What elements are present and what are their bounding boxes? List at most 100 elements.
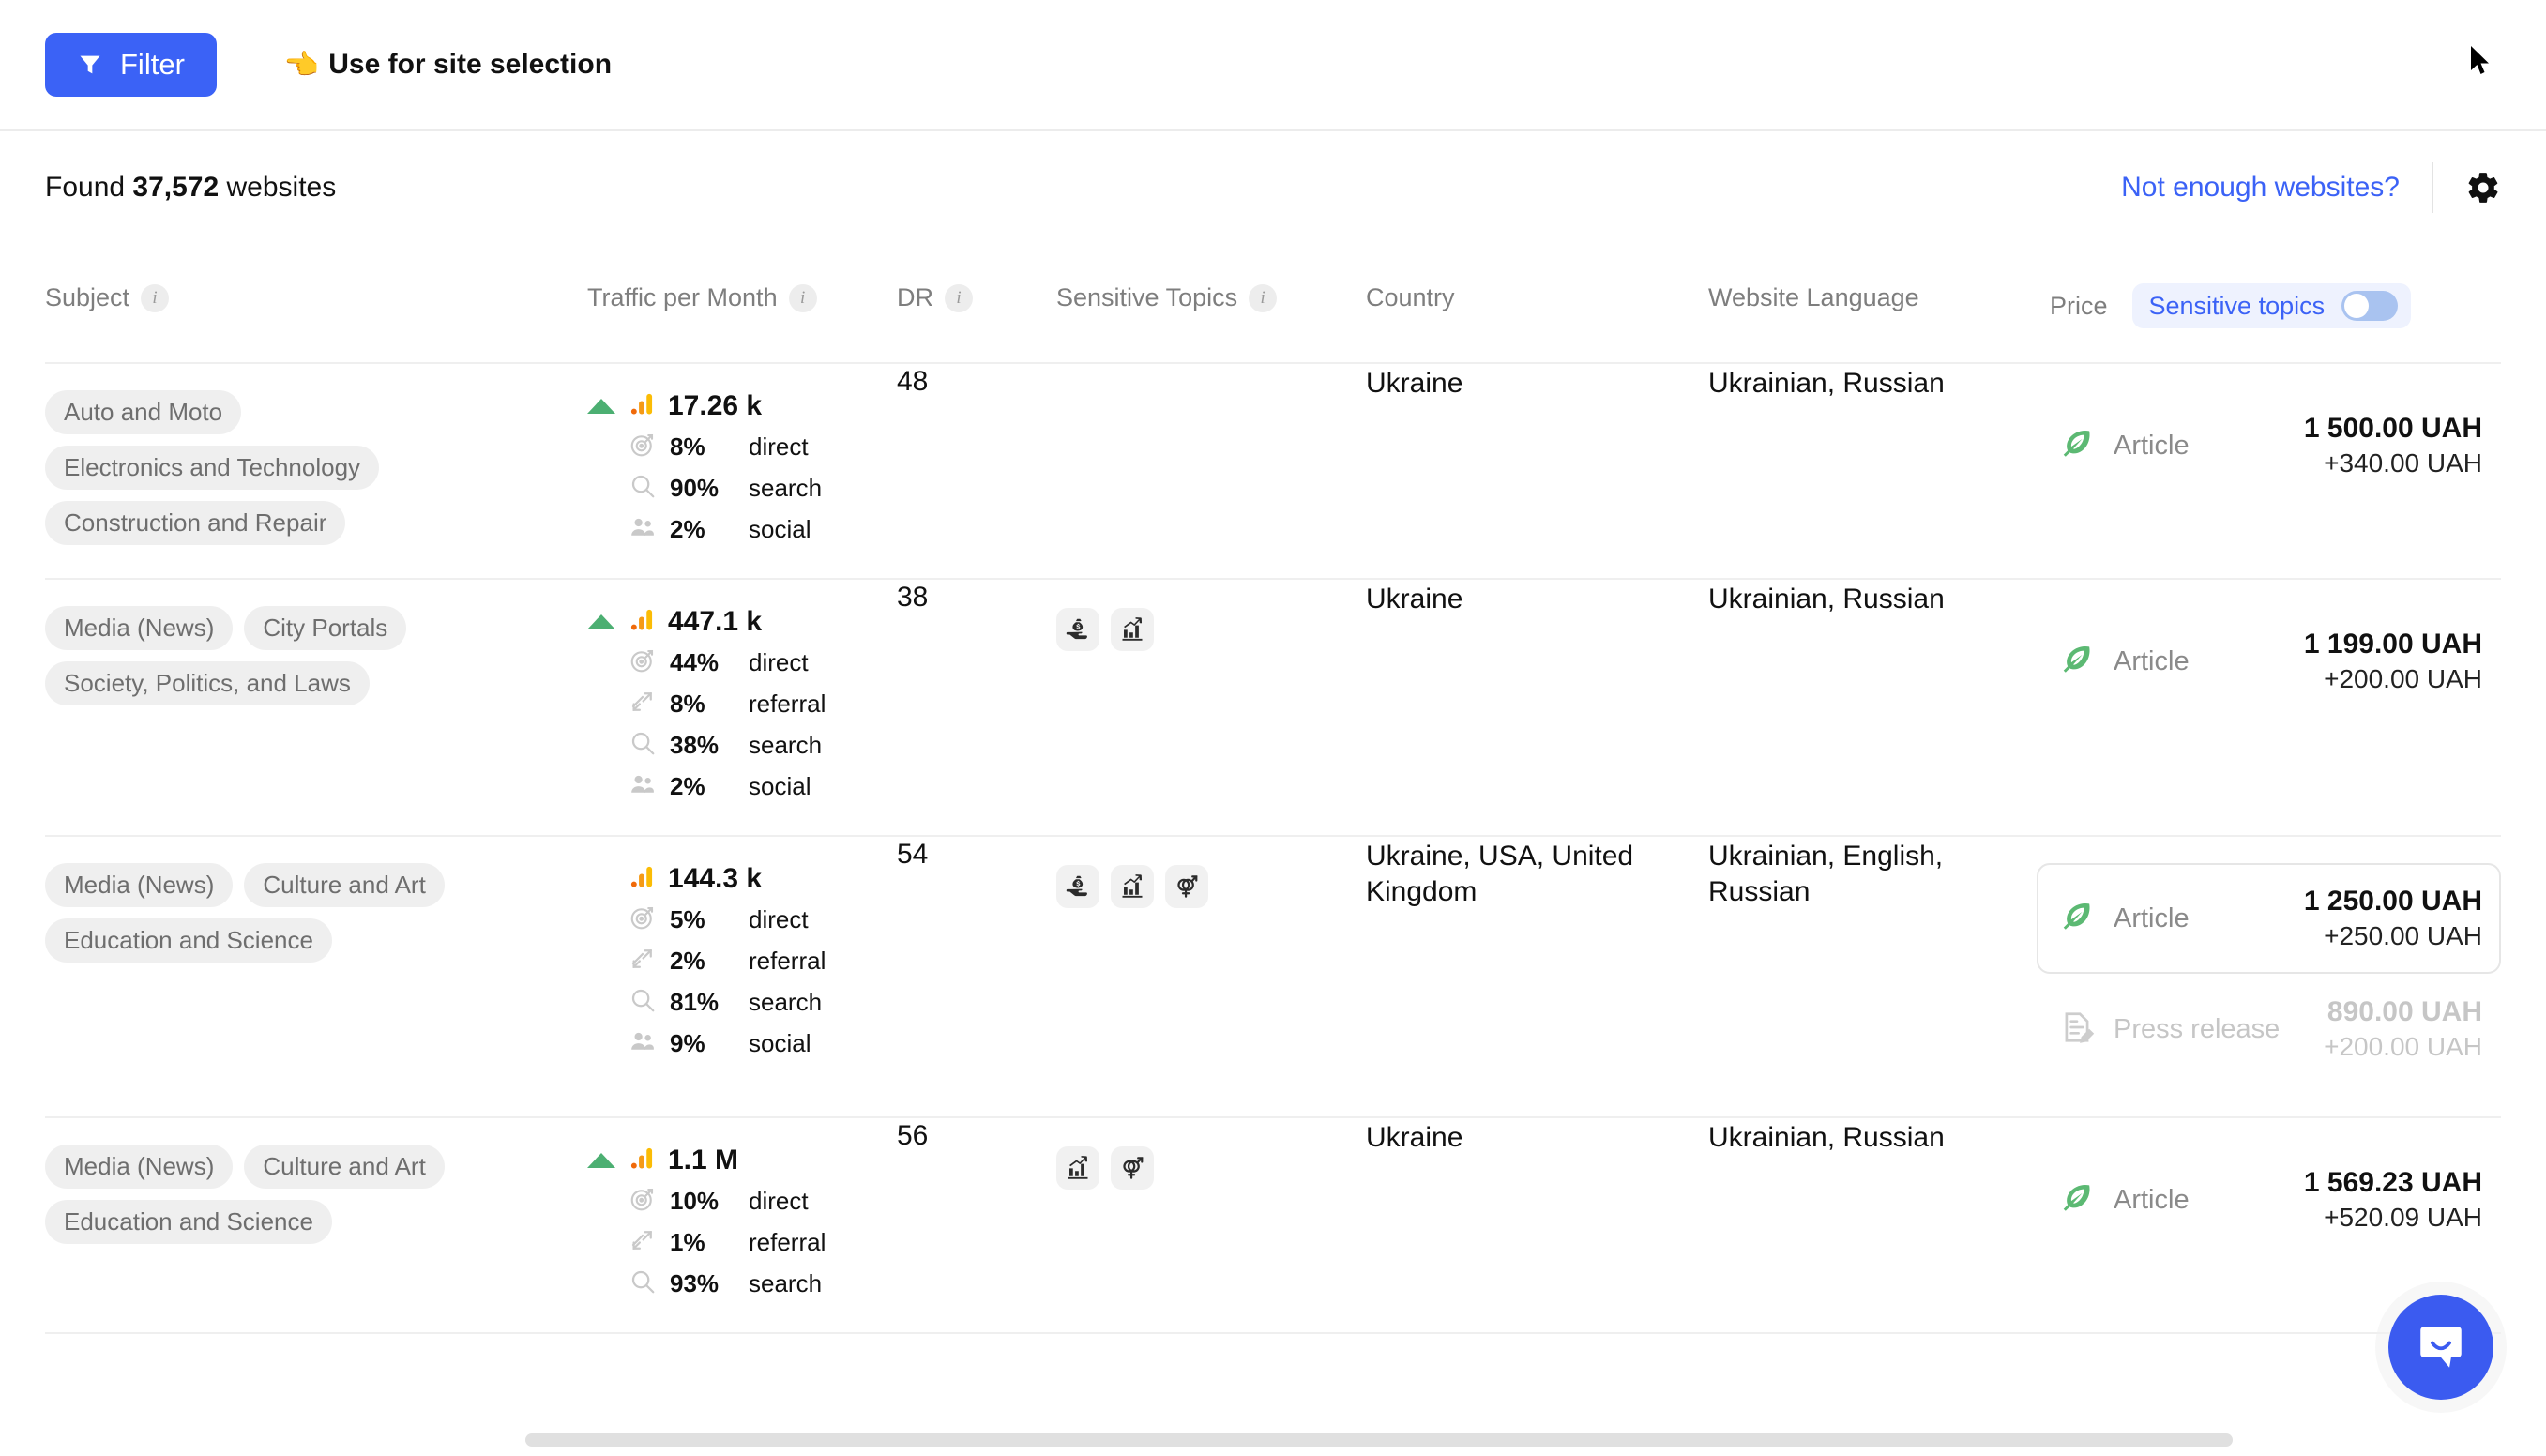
loans-money-icon[interactable]	[1056, 608, 1099, 651]
subject-tag[interactable]: Media (News)	[45, 863, 234, 907]
info-icon[interactable]: i	[788, 283, 817, 312]
header-subject[interactable]: Subject i	[45, 244, 587, 346]
traffic-source-line: 10% direct	[587, 1185, 897, 1218]
trading-growth-icon[interactable]	[1056, 1146, 1099, 1190]
price-main-amount: 1 250.00 UAH	[2303, 886, 2482, 917]
trading-growth-icon[interactable]	[1111, 865, 1154, 908]
traffic-source-line: 1% referral	[587, 1226, 897, 1259]
country-cell: Ukraine, USA, United Kingdom	[1366, 841, 1634, 907]
price-extra-amount: +250.00 UAH	[2324, 921, 2482, 950]
target-icon	[629, 1185, 657, 1218]
price-option[interactable]: Article 1 500.00 UAH +340.00 UAH	[2037, 390, 2501, 501]
table-body: Auto and Moto Electronics and Technology C…	[45, 364, 2501, 1334]
price-option-type: Article	[2059, 642, 2190, 682]
subject-tag[interactable]: Education and Science	[45, 1200, 332, 1244]
not-enough-websites-link[interactable]: Not enough websites?	[2121, 172, 2400, 203]
header-language[interactable]: Website Language	[1708, 244, 2037, 346]
loans-money-icon[interactable]	[1056, 865, 1099, 908]
subject-tag[interactable]: Culture and Art	[244, 863, 445, 907]
price-option[interactable]: Article 1 569.23 UAH +520.09 UAH	[2037, 1145, 2501, 1255]
subject-tag[interactable]: Electronics and Technology	[45, 446, 380, 490]
traffic-source-label: direct	[749, 432, 809, 461]
subject-cell: Media (News) Culture and Art Education and…	[45, 837, 587, 994]
subject-tag[interactable]: Media (News)	[45, 606, 234, 650]
traffic-source-percent: 2%	[670, 772, 705, 800]
traffic-source-label: referral	[749, 1228, 826, 1256]
price-option-amounts: 890.00 UAH +200.00 UAH	[2324, 996, 2482, 1062]
table-row[interactable]: Media (News) Culture and Art Education and…	[45, 837, 2501, 1118]
press-release-icon	[2059, 1009, 2095, 1050]
traffic-value: 144.3 k	[668, 863, 763, 894]
found-prefix: Found	[45, 172, 133, 203]
country-cell: Ukraine	[1366, 368, 1463, 399]
filter-button[interactable]: Filter	[45, 33, 217, 97]
traffic-source-percent: 10%	[670, 1187, 720, 1215]
header-dr[interactable]: DR i	[897, 244, 1056, 346]
found-count-text: Found 37,572 websites	[45, 172, 336, 204]
subject-tag[interactable]: Culture and Art	[244, 1145, 445, 1189]
table-row[interactable]: Media (News) City Portals Society, Politic…	[45, 580, 2501, 837]
gear-icon[interactable]	[2465, 170, 2501, 205]
header-price: Price Sensitive topics	[2037, 244, 2501, 362]
traffic-source-line: 2% social	[587, 770, 897, 803]
table-row[interactable]: Auto and Moto Electronics and Technology C…	[45, 364, 2501, 580]
subject-tag[interactable]: Construction and Repair	[45, 501, 346, 545]
traffic-source-label: social	[749, 772, 811, 800]
traffic-source-percent: 8%	[670, 690, 705, 718]
traffic-main: 144.3 k	[587, 863, 897, 895]
traffic-value: 1.1 M	[668, 1145, 739, 1175]
adult-gender-icon[interactable]	[1111, 1146, 1154, 1190]
subject-tag[interactable]: Society, Politics, and Laws	[45, 661, 370, 705]
trend-up-icon	[587, 399, 615, 414]
horizontal-scrollbar[interactable]	[525, 1433, 2233, 1447]
traffic-source-label: direct	[749, 905, 809, 933]
price-option-label: Article	[2114, 902, 2190, 933]
dr-cell: 38	[897, 582, 929, 613]
subject-tag[interactable]: Education and Science	[45, 918, 332, 963]
sensitive-topic-icons	[1056, 1145, 1366, 1190]
subject-tags: Media (News) Culture and Art Education and…	[45, 863, 533, 963]
traffic-source-percent: 93%	[670, 1269, 720, 1297]
traffic-source-percent: 1%	[670, 1228, 705, 1256]
table-row[interactable]: Media (News) Culture and Art Education and…	[45, 1118, 2501, 1334]
trading-growth-icon[interactable]	[1111, 608, 1154, 651]
info-icon[interactable]: i	[141, 283, 170, 312]
subject-tag[interactable]: Media (News)	[45, 1145, 234, 1189]
table-header-row: Subject i Traffic per Month i DR i Sensi…	[45, 244, 2501, 364]
price-extra-amount: +200.00 UAH	[2324, 664, 2482, 693]
analytics-bars-icon	[629, 391, 655, 422]
traffic-main: 447.1 k	[587, 606, 897, 638]
results-summary-actions: Not enough websites?	[2121, 162, 2501, 213]
subject-tag[interactable]: City Portals	[244, 606, 407, 650]
header-subject-label: Subject	[45, 283, 130, 311]
sensitive-topics-toggle[interactable]: Sensitive topics	[2131, 283, 2412, 328]
divider	[2432, 162, 2433, 213]
feather-icon	[2059, 426, 2095, 466]
traffic-source-label: direct	[749, 1187, 809, 1215]
chat-launcher-button[interactable]	[2388, 1295, 2493, 1400]
header-sensitive-topics[interactable]: Sensitive Topics i	[1056, 244, 1366, 346]
subject-tag[interactable]: Auto and Moto	[45, 390, 242, 434]
subject-cell: Media (News) City Portals Society, Politic…	[45, 580, 587, 737]
header-price-label: Price	[2050, 291, 2108, 320]
websites-table: Subject i Traffic per Month i DR i Sensi…	[0, 244, 2546, 1334]
header-country[interactable]: Country	[1366, 244, 1708, 346]
price-option[interactable]: Press release 890.00 UAH +200.00 UAH	[2037, 974, 2501, 1084]
traffic-source-label: direct	[749, 648, 809, 676]
target-icon	[629, 431, 657, 463]
price-option[interactable]: Article 1 199.00 UAH +200.00 UAH	[2037, 606, 2501, 717]
sensitive-topic-icons	[1056, 606, 1366, 651]
traffic-source-percent: 90%	[670, 474, 720, 502]
info-icon[interactable]: i	[1249, 283, 1278, 312]
price-option[interactable]: Article 1 250.00 UAH +250.00 UAH	[2037, 863, 2501, 974]
sensitive-topics-cell	[1056, 580, 1366, 683]
traffic-source-line: 8% direct	[587, 431, 897, 463]
traffic-source-percent: 81%	[670, 988, 720, 1016]
info-icon[interactable]: i	[945, 283, 973, 312]
header-traffic[interactable]: Traffic per Month i	[587, 244, 897, 346]
traffic-cell: 447.1 k 44% direct 8% referral 38% search 2% soc…	[587, 580, 897, 835]
toggle-switch[interactable]	[2341, 291, 2399, 321]
analytics-bars-icon	[629, 607, 655, 638]
adult-gender-icon[interactable]	[1165, 865, 1208, 908]
traffic-source-percent: 2%	[670, 515, 705, 543]
